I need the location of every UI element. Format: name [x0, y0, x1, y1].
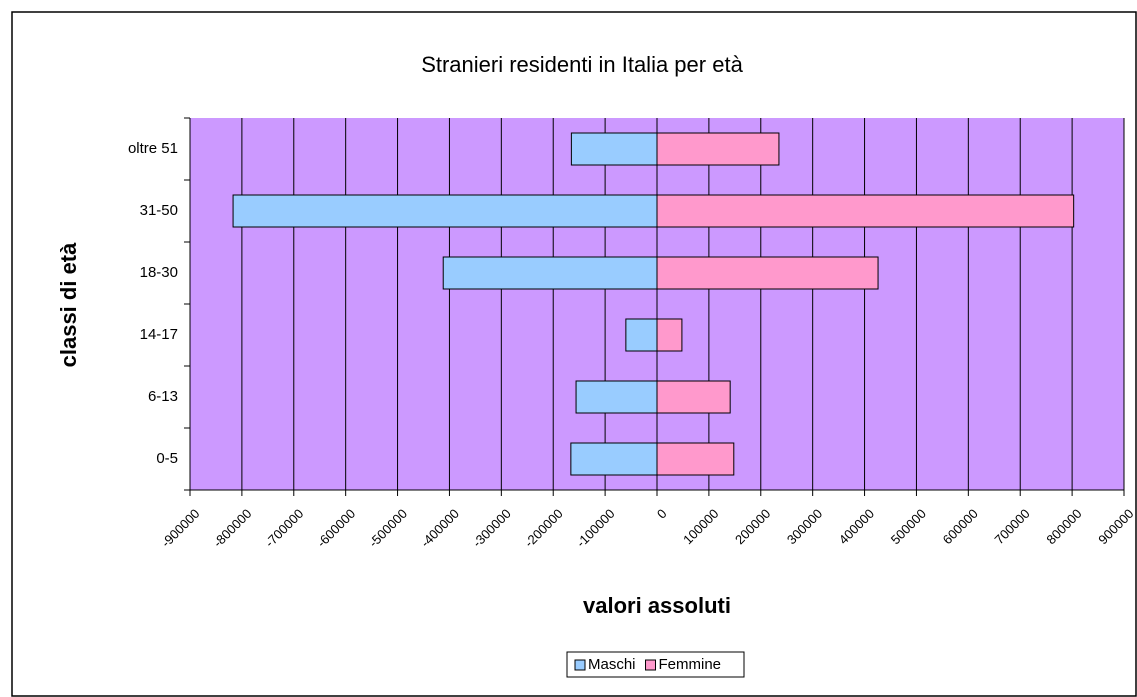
y-axis-label: classi di età — [56, 242, 81, 368]
chart-title: Stranieri residenti in Italia per età — [421, 52, 743, 77]
bar — [656, 194, 1075, 228]
bar — [575, 380, 658, 414]
bar — [656, 256, 879, 290]
bar — [570, 132, 658, 166]
bar — [570, 442, 658, 476]
y-tick-label: 14-17 — [140, 326, 178, 343]
y-tick-label: 18-30 — [140, 264, 178, 281]
y-tick-label: 0-5 — [156, 450, 178, 467]
bar — [625, 318, 658, 352]
bar — [232, 194, 658, 228]
y-tick-label: 31-50 — [140, 202, 178, 219]
x-axis-label: valori assoluti — [583, 593, 731, 618]
legend-label: Femmine — [659, 656, 722, 673]
bar — [442, 256, 658, 290]
bar — [656, 318, 683, 352]
legend-swatch — [645, 659, 657, 671]
legend-label: Maschi — [588, 656, 636, 673]
legend-swatch — [574, 659, 586, 671]
y-tick-label: oltre 51 — [128, 140, 178, 157]
y-tick-label: 6-13 — [148, 388, 178, 405]
legend: Maschi Femmine — [566, 651, 745, 678]
bar — [656, 380, 731, 414]
bar — [656, 442, 735, 476]
bar — [656, 132, 780, 166]
